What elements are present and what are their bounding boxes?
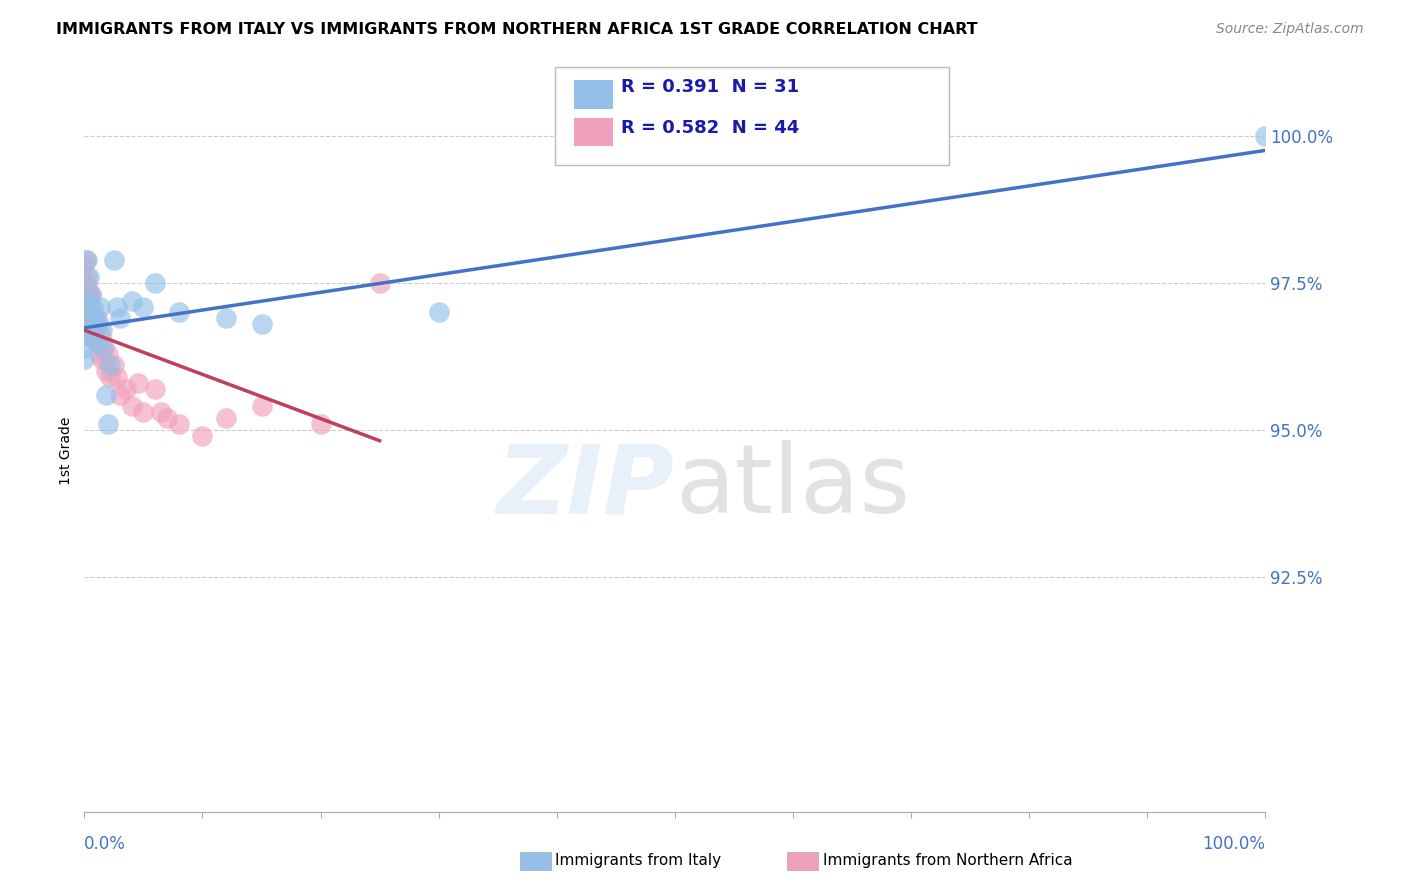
Point [84, 334, 107, 349]
Point [132, 300, 155, 314]
Point [73, 352, 96, 367]
Point [75, 252, 97, 267]
Point [143, 276, 166, 290]
Text: ZIP: ZIP [496, 440, 675, 533]
Point [90, 329, 112, 343]
Point [73, 287, 96, 301]
Point [215, 411, 238, 425]
Text: atlas: atlas [675, 440, 910, 533]
Point [87, 346, 110, 360]
Point [82, 300, 104, 314]
Point [103, 252, 125, 267]
Point [82, 329, 104, 343]
Point [83, 329, 105, 343]
Point [191, 429, 214, 443]
Point [108, 311, 131, 326]
Point [250, 400, 273, 414]
Point [250, 317, 273, 331]
Text: Immigrants from Italy: Immigrants from Italy [555, 854, 721, 868]
Point [91, 341, 114, 355]
Point [167, 417, 190, 431]
Point [103, 359, 125, 373]
Point [94, 387, 117, 401]
Point [94, 364, 117, 378]
Point [80, 287, 103, 301]
Point [77, 270, 100, 285]
Point [427, 305, 450, 319]
Point [97, 417, 120, 431]
Point [80, 287, 103, 301]
Point [84, 311, 107, 326]
Point [368, 276, 391, 290]
Point [98, 370, 121, 384]
Point [114, 382, 136, 396]
Point [108, 387, 131, 401]
Point [76, 270, 98, 285]
Point [73, 341, 96, 355]
Point [77, 305, 100, 319]
Text: R = 0.582  N = 44: R = 0.582 N = 44 [621, 120, 800, 137]
Point [98, 359, 121, 373]
Point [121, 400, 143, 414]
Text: 0.0%: 0.0% [84, 835, 127, 854]
Point [1254, 129, 1277, 144]
Point [156, 411, 179, 425]
Point [73, 259, 96, 273]
Point [76, 252, 98, 267]
Point [79, 323, 101, 337]
Point [79, 300, 101, 314]
Point [73, 276, 96, 290]
Point [73, 300, 96, 314]
Point [86, 311, 108, 326]
Point [89, 300, 111, 314]
Point [91, 352, 114, 367]
Point [107, 370, 129, 384]
Point [77, 293, 100, 308]
Point [77, 287, 100, 301]
Point [143, 382, 166, 396]
Point [80, 311, 103, 326]
Point [107, 300, 129, 314]
Point [93, 341, 115, 355]
Point [77, 282, 100, 296]
Point [167, 305, 190, 319]
Point [127, 376, 149, 390]
Point [79, 311, 101, 326]
Point [75, 276, 97, 290]
Point [91, 323, 114, 337]
Point [84, 323, 107, 337]
Point [84, 334, 107, 349]
Y-axis label: 1st Grade: 1st Grade [59, 417, 73, 484]
Text: Immigrants from Northern Africa: Immigrants from Northern Africa [823, 854, 1073, 868]
Text: R = 0.391  N = 31: R = 0.391 N = 31 [621, 78, 800, 96]
Point [83, 311, 105, 326]
Text: Source: ZipAtlas.com: Source: ZipAtlas.com [1216, 22, 1364, 37]
Point [121, 293, 143, 308]
Text: IMMIGRANTS FROM ITALY VS IMMIGRANTS FROM NORTHERN AFRICA 1ST GRADE CORRELATION C: IMMIGRANTS FROM ITALY VS IMMIGRANTS FROM… [56, 22, 977, 37]
Point [77, 311, 100, 326]
Point [215, 311, 238, 326]
Point [79, 323, 101, 337]
Point [97, 346, 120, 360]
Point [76, 293, 98, 308]
Point [87, 317, 110, 331]
Point [132, 405, 155, 419]
Text: 100.0%: 100.0% [1202, 835, 1265, 854]
Point [309, 417, 332, 431]
Point [150, 405, 173, 419]
Point [73, 329, 96, 343]
